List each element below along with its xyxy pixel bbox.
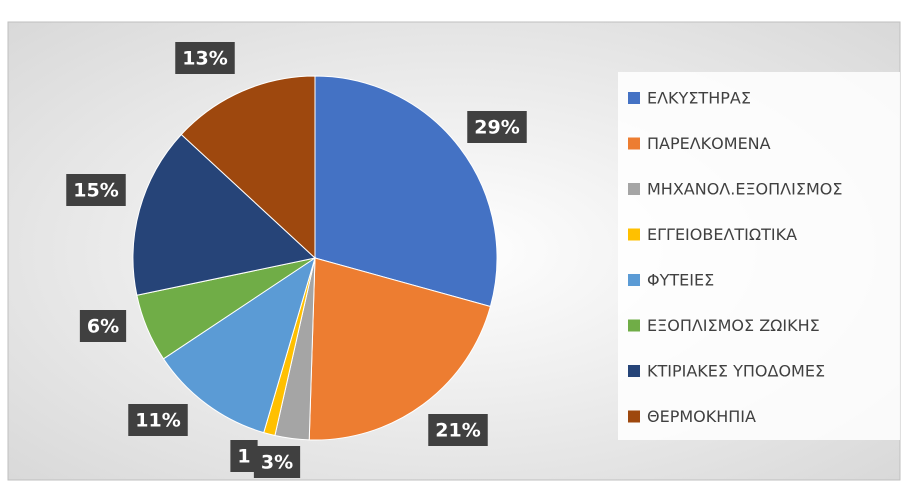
data-label-box [467,111,527,143]
legend-swatch [628,92,640,104]
legend-box [618,72,900,440]
legend-label: ΜΗΧΑΝΟΛ.ΕΞΟΠΛΙΣΜΟΣ [647,180,842,199]
data-label-text: 3% [261,452,293,474]
legend-label: ΠΑΡΕΛΚΟΜΕΝΑ [647,134,771,153]
data-label: 29% [467,111,527,143]
data-label-text: 29% [474,117,519,139]
legend-label: ΚΤΙΡΙΑΚΕΣ ΥΠΟΔΟΜΕΣ [647,362,825,381]
data-label-box [79,310,127,342]
pie-slice [162,256,316,434]
legend-label: ΕΞΟΠΛΙΣΜΟΣ ΖΩΙΚΗΣ [647,316,820,335]
data-label: 13% [175,42,235,74]
data-label-text: 21% [435,420,480,442]
data-label: 11% [128,404,188,436]
data-label-text: 6% [87,316,119,338]
legend-label: ΘΕΡΜΟΚΗΠΙΑ [647,407,756,426]
pie-slice [132,133,317,296]
data-label: 1 [230,440,258,472]
legend-swatch [628,410,640,423]
data-label-text: 11% [135,410,180,432]
legend-swatch [628,183,640,195]
legend-label: ΦΥΤΕΙΕΣ [647,271,714,290]
data-label: 3% [253,446,301,478]
pie-slice [308,257,492,441]
legend-label: ΕΛΚΥΣΤΗΡΑΣ [647,89,751,108]
legend-swatch [628,365,640,377]
data-label-text: 15% [73,180,118,202]
pie-slice [314,75,498,308]
data-label-box [175,42,235,74]
data-label: 15% [66,174,126,206]
data-label-text: 13% [182,48,227,70]
legend-swatch [628,274,640,286]
legend-swatch [628,228,640,241]
data-label-box [66,174,126,206]
data-label-box [128,404,188,436]
data-label-box [253,446,301,478]
pie-slice [180,75,316,260]
legend-swatch [628,319,640,332]
data-label-text: 1 [237,446,250,468]
data-label-box [230,440,258,472]
data-label: 6% [79,310,127,342]
legend-label: ΕΓΓΕΙΟΒΕΛΤΙΩΤΙΚΑ [647,225,797,244]
legend-swatch [628,137,640,150]
data-label-box [428,414,488,446]
data-label: 21% [428,414,488,446]
